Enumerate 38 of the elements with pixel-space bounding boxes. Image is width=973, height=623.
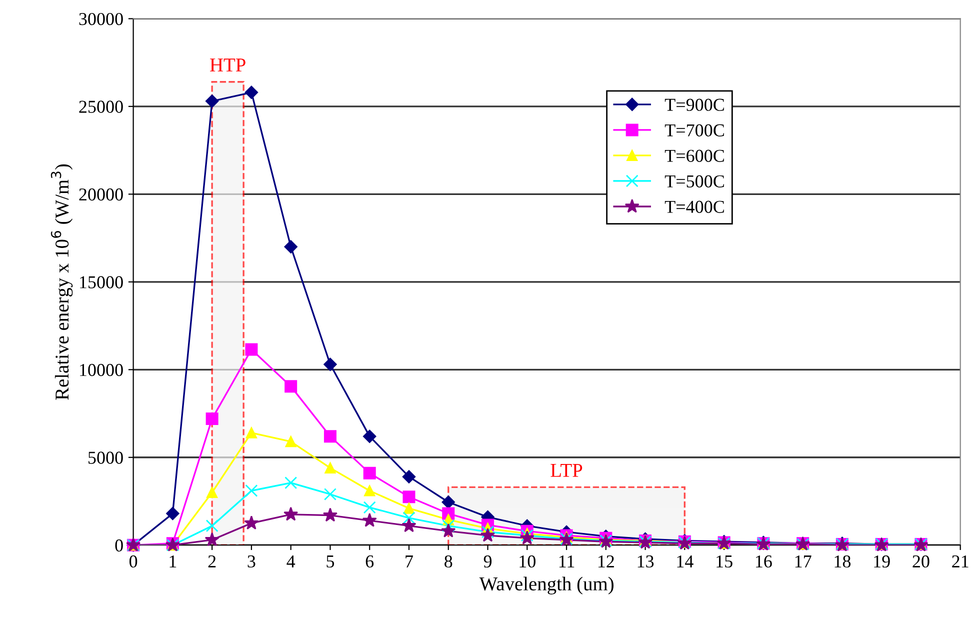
x-tick-label: 18 bbox=[834, 555, 851, 568]
band-label: LTP bbox=[550, 464, 582, 477]
y-tick-label: 20000 bbox=[79, 188, 123, 201]
legend-label: T=700C bbox=[664, 124, 724, 136]
x-tick-label: 12 bbox=[598, 555, 614, 568]
x-tick-label: 8 bbox=[444, 555, 452, 568]
x-tick-label: 10 bbox=[520, 555, 536, 568]
x-axis-title: Wavelength (um) bbox=[479, 576, 614, 594]
y-tick-label: 10000 bbox=[80, 364, 123, 376]
x-tick-label: 0 bbox=[129, 555, 138, 568]
x-tick-label: 1 bbox=[170, 555, 176, 568]
x-tick-label: 17 bbox=[795, 555, 812, 568]
x-tick-label: 7 bbox=[406, 556, 413, 568]
legend-label: T=900C bbox=[664, 98, 724, 111]
y-tick-label: 15000 bbox=[80, 276, 123, 288]
x-tick-label: 6 bbox=[366, 555, 374, 568]
band-label: HTP bbox=[210, 58, 246, 72]
y-tick-label: 25000 bbox=[79, 100, 123, 113]
x-tick-label: 9 bbox=[484, 555, 492, 568]
y-tick-label: 5000 bbox=[88, 452, 123, 464]
x-tick-label: 11 bbox=[559, 555, 574, 568]
legend-label: T=600C bbox=[664, 150, 724, 162]
x-tick-label: 21 bbox=[952, 555, 968, 568]
y-tick-label: 0 bbox=[115, 539, 123, 552]
x-tick-label: 19 bbox=[874, 555, 890, 568]
y-axis-title: Relative energy x 10$^{6}$ (W/m$^{3}$) bbox=[50, 164, 73, 400]
x-tick-label: 2 bbox=[208, 555, 216, 568]
x-tick-label: 20 bbox=[912, 555, 930, 568]
x-tick-label: 14 bbox=[677, 555, 694, 568]
x-tick-label: 13 bbox=[638, 555, 654, 568]
legend-label: T=400C bbox=[664, 200, 724, 213]
x-tick-label: 5 bbox=[326, 556, 334, 568]
x-tick-label: 3 bbox=[248, 555, 256, 568]
x-tick-label: 16 bbox=[756, 555, 772, 568]
x-tick-label: 4 bbox=[286, 555, 296, 568]
x-tick-label: 15 bbox=[716, 555, 732, 568]
y-tick-label: 30000 bbox=[79, 12, 123, 26]
legend-label: T=500C bbox=[664, 175, 724, 188]
